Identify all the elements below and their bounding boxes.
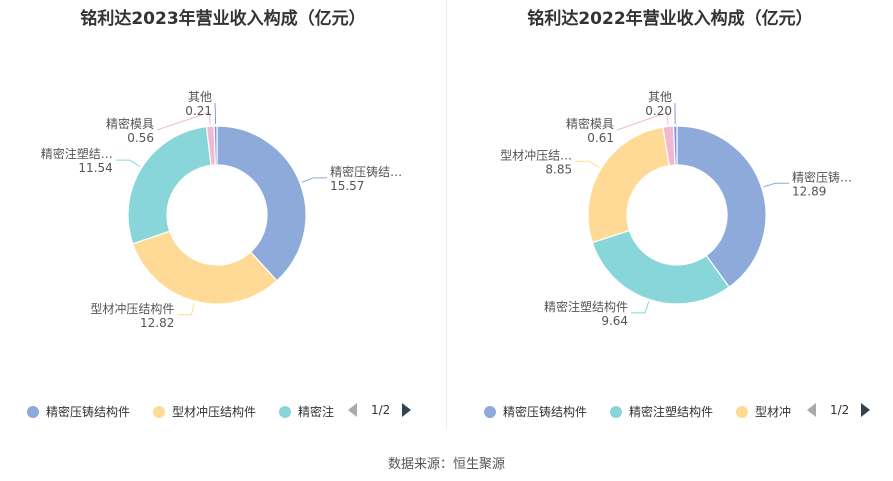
legend-label: 精密压铸结构件 (46, 405, 131, 419)
slice-value-label: 0.56 (127, 131, 154, 145)
slice-value-label: 0.21 (185, 104, 212, 118)
slice-label: 型材冲压结构件 (90, 301, 174, 316)
next-page-icon[interactable] (402, 403, 412, 417)
prev-page-icon[interactable] (348, 403, 357, 417)
legend-item-3[interactable]: 精密注 (279, 403, 334, 420)
label-leader-line (575, 160, 600, 168)
slice-label: 精密注塑结构件 (544, 299, 628, 314)
legend-dot-icon (153, 405, 165, 418)
label-leader-line (115, 159, 141, 167)
legend-label: 精密压铸结构件 (503, 405, 588, 419)
donut-slice[interactable] (676, 125, 767, 288)
legend-label: 精密注塑结构件 (629, 405, 714, 419)
slice-value-label: 9.64 (601, 314, 628, 328)
legend-dot-icon (610, 405, 622, 418)
next-page-icon[interactable] (861, 403, 871, 417)
label-leader-line (616, 111, 669, 131)
slice-value-label: 0.20 (645, 104, 672, 118)
donut-slice[interactable] (127, 125, 212, 245)
chart-title-2023: 铭利达2023年营业收入构成（亿元） (80, 9, 366, 29)
donut-slice[interactable] (672, 125, 678, 166)
chart-title-2022: 铭利达2022年营业收入构成（亿元） (527, 9, 813, 29)
legend-label: 型材冲压结构件 (172, 405, 257, 419)
slice-label: 精密模具 (566, 116, 614, 131)
data-source: 数据来源：恒生聚源 (387, 457, 505, 472)
donut-slice[interactable] (216, 125, 307, 282)
donut-slice[interactable] (213, 125, 218, 166)
chart-panel-2023: 铭利达2023年营业收入构成（亿元） 精密压铸结… 15.57 型材冲压结构件 12.… (0, 0, 446, 430)
slice-label: 精密压铸结… (330, 164, 402, 179)
slice-value-label: 0.61 (587, 131, 614, 145)
label-leader-line (631, 301, 650, 314)
legend-pager: 1/2 (807, 403, 871, 417)
slice-value-label: 12.82 (140, 316, 174, 330)
donut-slice[interactable] (587, 126, 670, 244)
prev-page-icon[interactable] (807, 403, 816, 417)
legend-item-3[interactable]: 型材冲 (736, 403, 791, 420)
legend-dot-icon (279, 405, 291, 418)
legend-label: 型材冲 (755, 405, 792, 419)
legend-dot-icon (736, 405, 748, 418)
legend-item-1[interactable]: 精密压铸结构件 (484, 403, 587, 420)
label-leader-line (763, 182, 790, 188)
label-leader-line (214, 102, 217, 125)
slice-value-label: 8.85 (545, 162, 572, 176)
slice-value-label: 11.54 (78, 161, 112, 175)
label-leader-line (156, 111, 211, 131)
slice-value-label: 12.89 (792, 184, 826, 198)
legend-dot-icon (484, 405, 496, 418)
legend-dot-icon (27, 405, 39, 418)
label-leader-line (177, 303, 195, 316)
slice-label: 精密注塑结… (41, 146, 113, 161)
legend-pager: 1/2 (348, 403, 412, 417)
panel-divider (446, 0, 447, 430)
legend-label: 精密注 (298, 405, 335, 419)
legend-2023: 精密压铸结构件 型材冲压结构件 精密注 1/2 (0, 403, 446, 423)
legend-item-2[interactable]: 型材冲压结构件 (153, 403, 256, 420)
slice-label: 精密压铸… (792, 169, 852, 184)
slice-value-label: 15.57 (330, 179, 364, 193)
donut-slice[interactable] (132, 230, 278, 305)
slice-label: 其他 (188, 90, 212, 104)
legend-page-indicator: 1/2 (830, 403, 850, 417)
chart-panel-2022: 铭利达2022年营业收入构成（亿元） 精密压铸… 12.89 精密注塑结构件 9.64… (447, 0, 893, 430)
label-leader-line (301, 177, 328, 183)
slice-label: 其他 (648, 90, 672, 104)
slice-label: 精密模具 (106, 116, 154, 131)
legend-page-indicator: 1/2 (371, 403, 391, 417)
slice-label: 型材冲压结… (500, 147, 572, 162)
donut-slice[interactable] (591, 229, 730, 305)
legend-2022: 精密压铸结构件 精密注塑结构件 型材冲 1/2 (447, 403, 893, 423)
legend-item-1[interactable]: 精密压铸结构件 (27, 403, 130, 420)
legend-item-2[interactable]: 精密注塑结构件 (610, 403, 713, 420)
donut-chart-2023: 精密压铸结…15.57型材冲压结构件12.82精密注塑结…11.54精密模具0.… (41, 90, 402, 330)
